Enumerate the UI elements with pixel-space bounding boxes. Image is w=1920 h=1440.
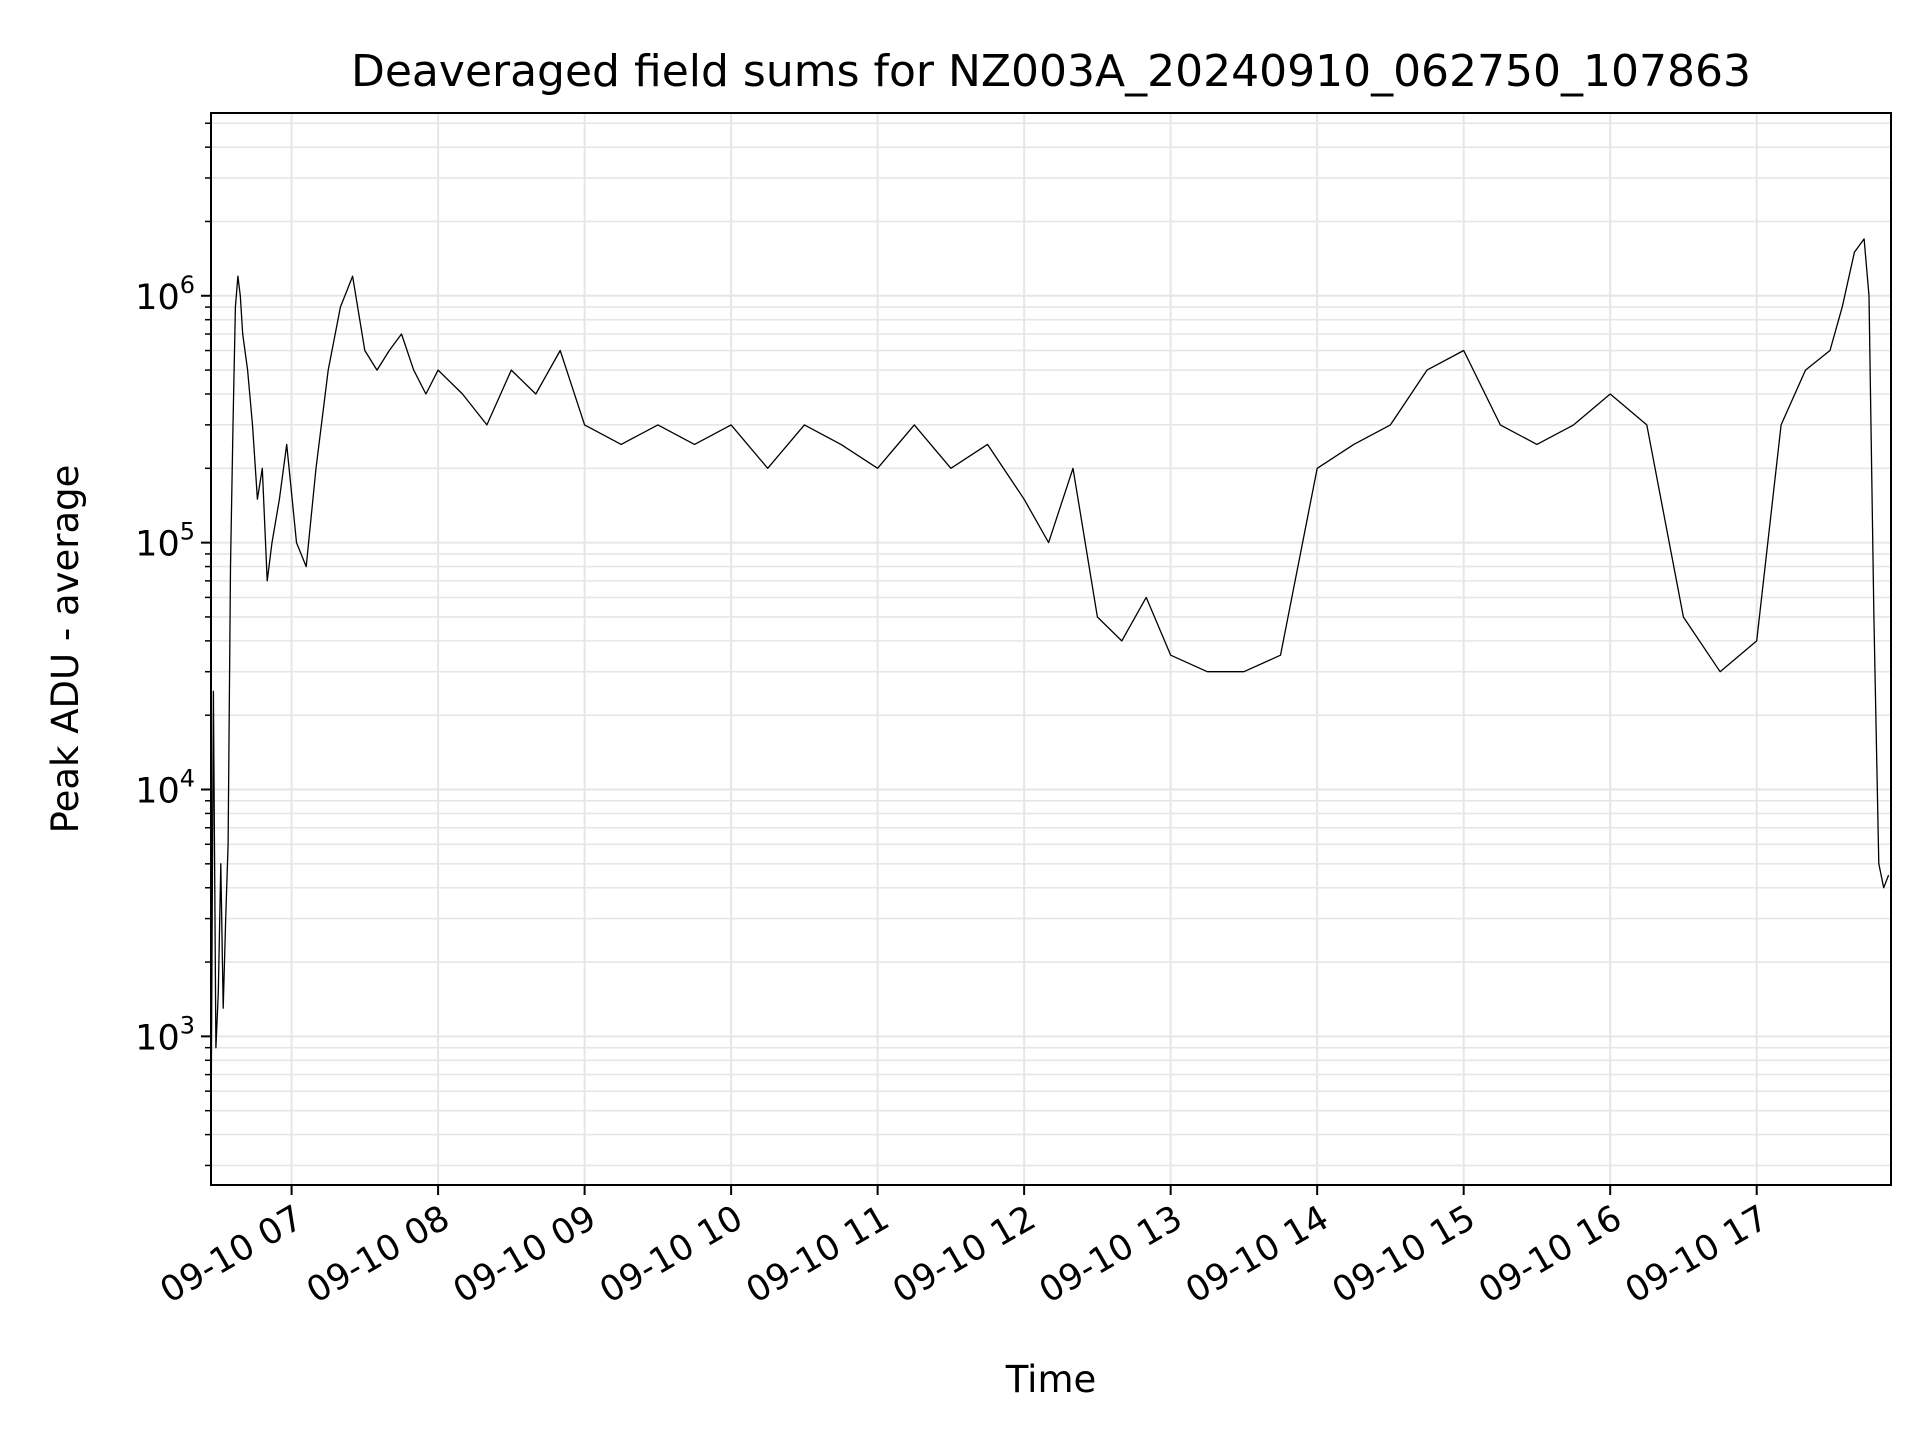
grid [211,113,1891,1185]
y-tick-label: 106 [135,271,195,318]
x-tick-label: 09-10 16 [1472,1198,1628,1311]
y-tick-label: 105 [135,518,195,565]
y-axis: 103 104 105 106 [135,122,211,1167]
x-tick-label: 09-10 07 [154,1198,310,1311]
x-tick-label: 09-10 11 [740,1198,896,1311]
x-tick-label: 09-10 12 [886,1198,1042,1311]
x-axis-label: Time [1005,1358,1097,1401]
x-tick-label: 09-10 15 [1326,1198,1482,1311]
x-tick-label: 09-10 17 [1619,1198,1775,1311]
x-tick-label: 09-10 13 [1033,1198,1189,1311]
x-tick-label: 09-10 14 [1179,1198,1335,1311]
x-tick-label: 09-10 09 [447,1198,603,1311]
y-axis-label: Peak ADU - average [44,465,87,834]
x-tick-label: 09-10 08 [300,1198,456,1311]
y-tick-label: 103 [135,1011,195,1058]
chart-title: Deaveraged field sums for NZ003A_2024091… [351,46,1751,97]
y-tick-label: 104 [135,765,195,812]
x-tick-label: 09-10 10 [593,1198,749,1311]
plot-frame [210,112,1892,1186]
series-line [210,238,1890,1141]
